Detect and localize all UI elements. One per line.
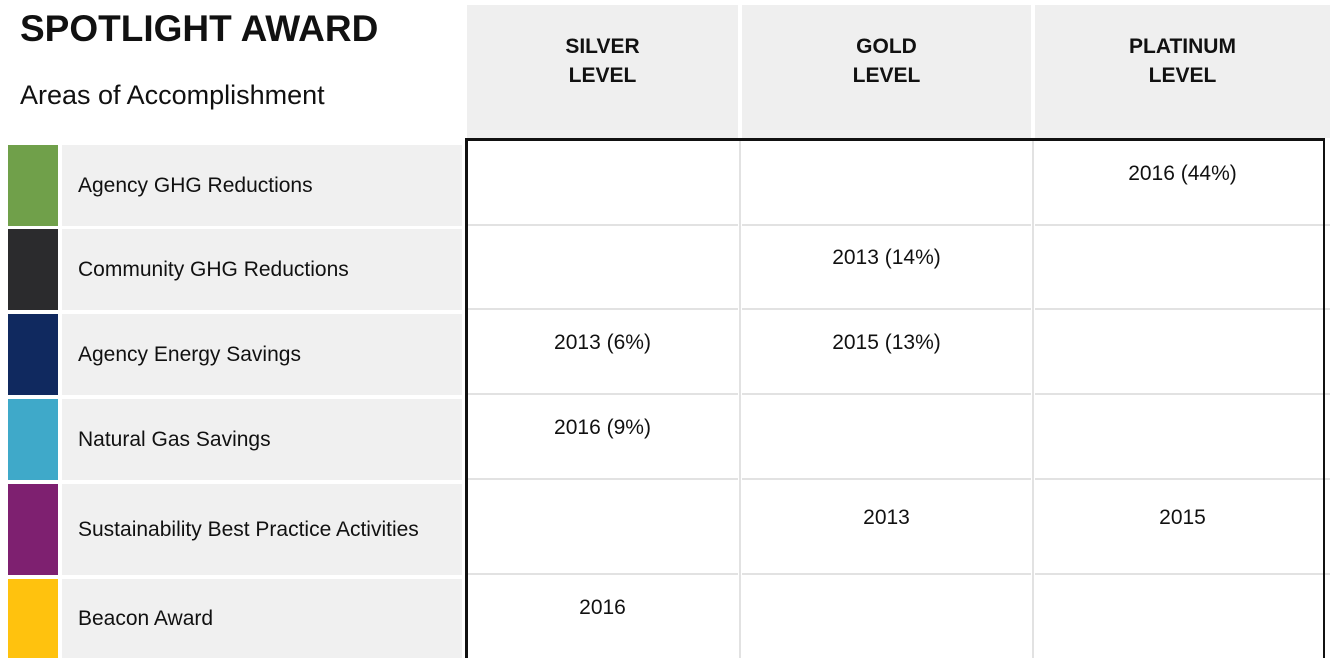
cell: 2015 (1035, 480, 1330, 575)
cell (742, 395, 1031, 480)
row-label: Natural Gas Savings (62, 399, 462, 480)
cell-text: 2016 (44%) (1128, 161, 1237, 185)
cell: 2013 (14%) (742, 225, 1031, 310)
column-divider (1032, 140, 1034, 658)
column-header: PLATINUM LEVEL (1035, 5, 1330, 138)
cell-text: 2015 (1159, 505, 1206, 529)
color-swatch (8, 484, 58, 575)
color-swatch (8, 579, 58, 658)
cell-text: 2013 (6%) (554, 330, 651, 354)
cell: 2016 (44%) (1035, 141, 1330, 226)
row-label: Agency GHG Reductions (62, 145, 462, 226)
row-label: Community GHG Reductions (62, 229, 462, 310)
cell (467, 225, 738, 310)
cell-text: 2015 (13%) (832, 330, 941, 354)
cell (742, 141, 1031, 226)
cell (1035, 575, 1330, 658)
cell: 2016 (9%) (467, 395, 738, 480)
cell-text: 2013 (863, 505, 910, 529)
column-header-text: PLATINUM LEVEL (1129, 34, 1236, 87)
cell: 2015 (13%) (742, 310, 1031, 395)
column-divider (739, 140, 741, 658)
row-label: Beacon Award (62, 579, 462, 658)
row-label-text: Community GHG Reductions (78, 258, 349, 281)
color-swatch (8, 314, 58, 395)
header-gap (738, 5, 742, 138)
column-header: GOLD LEVEL (742, 5, 1031, 138)
cell (467, 480, 738, 575)
column-header: SILVER LEVEL (467, 5, 738, 138)
row-label-text: Agency Energy Savings (78, 343, 301, 366)
cell-text: 2016 (579, 595, 626, 619)
color-swatch (8, 399, 58, 480)
cell (467, 141, 738, 226)
cell: 2013 (742, 480, 1031, 575)
table-border-right (1323, 138, 1325, 658)
cell (1035, 310, 1330, 395)
row-label-text: Sustainability Best Practice Activities (78, 518, 419, 541)
row-label-text: Natural Gas Savings (78, 428, 271, 451)
cell (1035, 225, 1330, 310)
color-swatch (8, 229, 58, 310)
column-header-text: GOLD LEVEL (852, 34, 921, 87)
table-border-top (465, 138, 1325, 141)
row-label: Agency Energy Savings (62, 314, 462, 395)
cell-text: 2016 (9%) (554, 415, 651, 439)
cell (742, 575, 1031, 658)
row-label: Sustainability Best Practice Activities (62, 484, 462, 575)
title: SPOTLIGHT AWARD (20, 8, 379, 49)
row-label-text: Agency GHG Reductions (78, 174, 313, 197)
subtitle: Areas of Accomplishment (20, 80, 325, 110)
cell: 2016 (467, 575, 738, 658)
cell (1035, 395, 1330, 480)
row-label-text: Beacon Award (78, 607, 214, 630)
column-header-text: SILVER LEVEL (565, 34, 640, 87)
table-border-left (465, 138, 468, 658)
cell: 2013 (6%) (467, 310, 738, 395)
color-swatch (8, 145, 58, 226)
cell-text: 2013 (14%) (832, 245, 941, 269)
